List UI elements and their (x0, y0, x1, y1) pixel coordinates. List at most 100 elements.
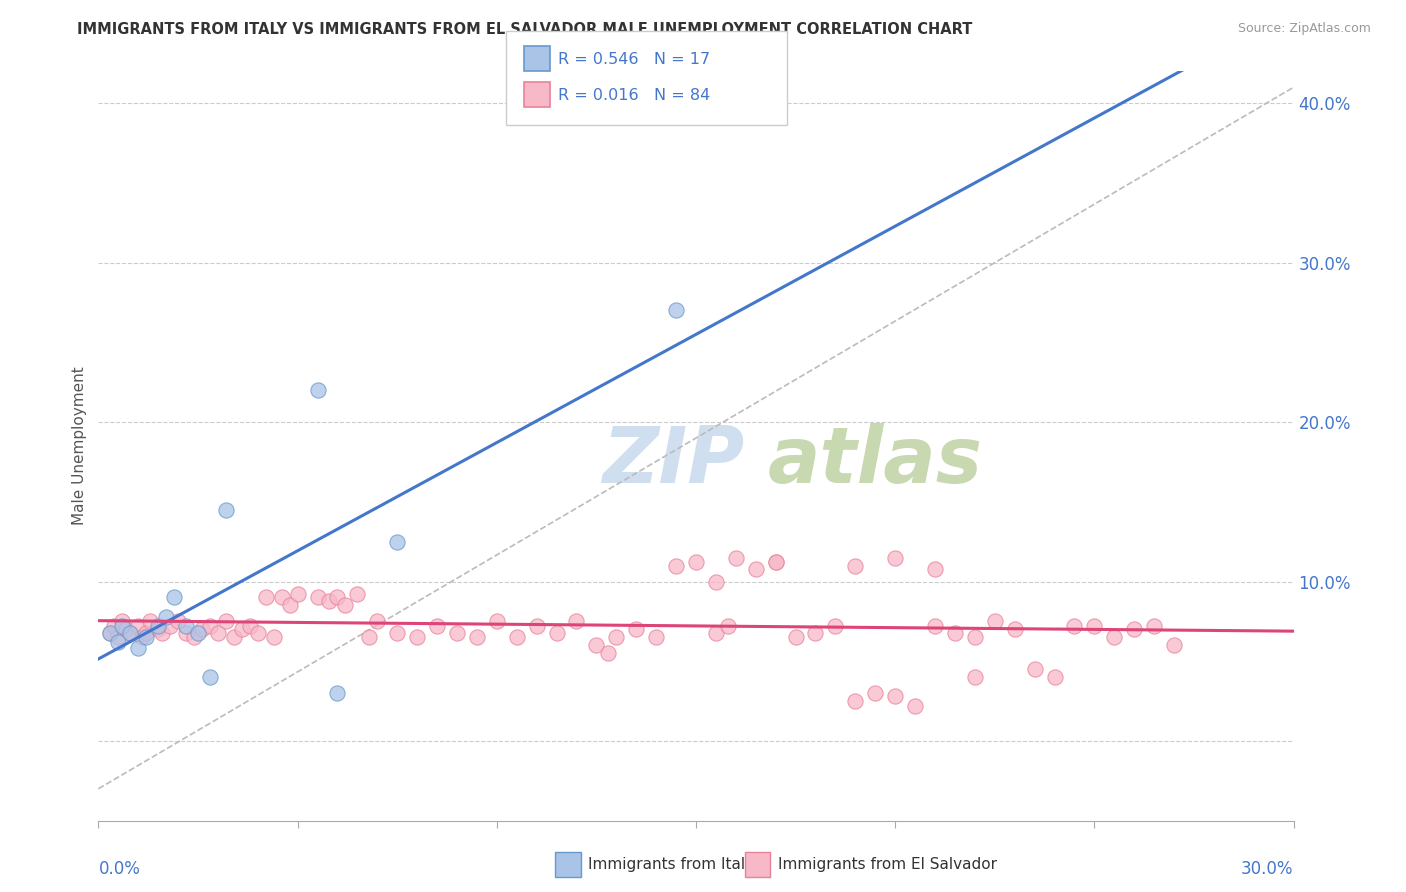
Point (785, 630, 807, 644)
Point (943, 625, 966, 640)
Point (120, 625, 142, 640)
Point (318, 593, 340, 607)
Point (135, 630, 157, 644)
Point (1143, 619, 1166, 633)
Point (139, 615, 162, 629)
Point (485, 615, 508, 629)
Point (1004, 623, 1026, 637)
Point (120, 625, 142, 640)
Point (326, 686, 349, 700)
Point (155, 609, 177, 624)
Point (884, 690, 907, 704)
Text: IMMIGRANTS FROM ITALY VS IMMIGRANTS FROM EL SALVADOR MALE UNEMPLOYMENT CORRELATI: IMMIGRANTS FROM ITALY VS IMMIGRANTS FROM… (77, 22, 973, 37)
Point (98, 625, 122, 640)
Text: Immigrants from Italy: Immigrants from Italy (588, 857, 754, 871)
Point (1083, 619, 1105, 633)
Point (98, 625, 122, 640)
Text: Source: ZipAtlas.com: Source: ZipAtlas.com (1237, 22, 1371, 36)
Text: atlas: atlas (768, 423, 983, 499)
Text: R = 0.016   N = 84: R = 0.016 N = 84 (558, 88, 710, 103)
Point (645, 630, 668, 644)
Point (107, 630, 129, 644)
Point (585, 638, 607, 652)
Point (984, 615, 1007, 629)
Point (824, 619, 846, 633)
Point (115, 623, 138, 637)
Point (745, 562, 768, 576)
Point (359, 630, 381, 644)
Point (187, 625, 209, 640)
Point (183, 630, 205, 644)
Point (406, 630, 429, 644)
Text: 30.0%: 30.0% (1241, 861, 1294, 879)
Text: R = 0.546   N = 17: R = 0.546 N = 17 (558, 53, 710, 67)
Point (446, 625, 468, 640)
Point (1063, 619, 1085, 633)
Point (167, 615, 190, 629)
Point (704, 574, 727, 589)
Point (1163, 638, 1185, 652)
Point (148, 619, 170, 633)
Point (215, 502, 238, 516)
Point (704, 625, 727, 640)
Text: Immigrants from El Salvador: Immigrants from El Salvador (778, 857, 997, 871)
Point (335, 599, 357, 613)
Point (924, 562, 946, 576)
Point (605, 630, 627, 644)
Point (239, 619, 262, 633)
Point (626, 623, 648, 637)
Point (724, 550, 747, 565)
Point (326, 591, 349, 605)
Point (1104, 630, 1126, 644)
Point (174, 619, 197, 633)
Point (765, 555, 787, 569)
Point (526, 619, 548, 633)
Point (278, 599, 301, 613)
Point (198, 619, 221, 633)
Point (385, 534, 409, 549)
Point (665, 303, 688, 318)
Point (963, 670, 986, 684)
Point (685, 555, 707, 569)
Point (131, 630, 153, 644)
Point (465, 630, 488, 644)
Point (150, 625, 173, 640)
Point (270, 591, 292, 605)
Point (174, 625, 197, 640)
Point (865, 686, 887, 700)
Point (1123, 623, 1146, 637)
Text: ZIP: ZIP (602, 423, 744, 499)
Point (159, 619, 181, 633)
Point (844, 694, 866, 708)
Point (884, 550, 907, 565)
Point (127, 619, 149, 633)
Point (207, 625, 229, 640)
Point (904, 698, 927, 713)
Point (191, 623, 214, 637)
Point (565, 615, 588, 629)
Point (844, 558, 866, 573)
Point (307, 591, 329, 605)
Point (963, 630, 986, 644)
Point (127, 641, 149, 656)
Point (924, 619, 946, 633)
Point (366, 615, 388, 629)
Point (765, 555, 787, 569)
Point (506, 630, 529, 644)
Point (287, 587, 309, 601)
Point (263, 630, 285, 644)
Point (231, 623, 253, 637)
Point (111, 615, 134, 629)
Point (103, 619, 125, 633)
Point (148, 623, 170, 637)
Point (665, 558, 688, 573)
Y-axis label: Male Unemployment: Male Unemployment (72, 367, 87, 525)
Point (111, 619, 134, 633)
Point (598, 646, 620, 660)
Point (135, 625, 157, 640)
Point (546, 625, 568, 640)
Text: 0.0%: 0.0% (98, 861, 141, 879)
Point (804, 625, 827, 640)
Point (385, 625, 409, 640)
Point (1043, 670, 1066, 684)
